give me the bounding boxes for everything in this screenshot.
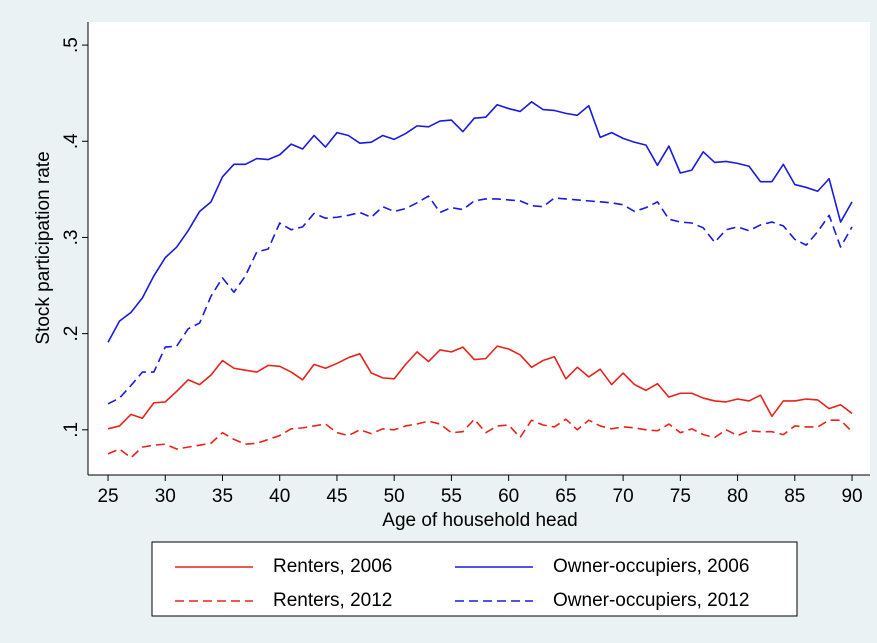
x-tick-label: 40 [269, 486, 290, 507]
x-tick-label: 35 [212, 486, 233, 507]
legend-label: Renters, 2012 [273, 590, 392, 611]
x-tick-label: 55 [441, 486, 462, 507]
x-tick-label: 80 [727, 486, 748, 507]
x-tick-label: 45 [326, 486, 347, 507]
legend [151, 541, 798, 617]
x-tick-label: 75 [670, 486, 691, 507]
legend-label: Renters, 2006 [273, 556, 392, 577]
y-tick-label: .2 [61, 326, 82, 342]
y-axis-title: Stock participation rate [33, 151, 54, 344]
x-tick-label: 90 [841, 486, 862, 507]
legend-label: Owner-occupiers, 2012 [553, 590, 749, 611]
line [107, 345, 853, 430]
x-tick-label: 30 [155, 486, 176, 507]
x-tick-label: 85 [784, 486, 805, 507]
y-tick-label: .3 [61, 230, 82, 246]
x-axis-title: Age of household head [382, 510, 577, 531]
line [107, 101, 853, 343]
y-tick-label: .1 [61, 422, 82, 438]
line [107, 418, 853, 459]
x-tick-label: 25 [97, 486, 118, 507]
line [107, 195, 853, 405]
x-tick-label: 65 [555, 486, 576, 507]
plot-area [88, 22, 870, 475]
x-tick-label: 70 [613, 486, 634, 507]
y-tick-label: .4 [61, 133, 82, 149]
legend-label: Owner-occupiers, 2006 [553, 556, 749, 577]
y-tick-label: .5 [61, 37, 82, 53]
x-tick-label: 60 [498, 486, 519, 507]
x-tick-label: 50 [384, 486, 405, 507]
